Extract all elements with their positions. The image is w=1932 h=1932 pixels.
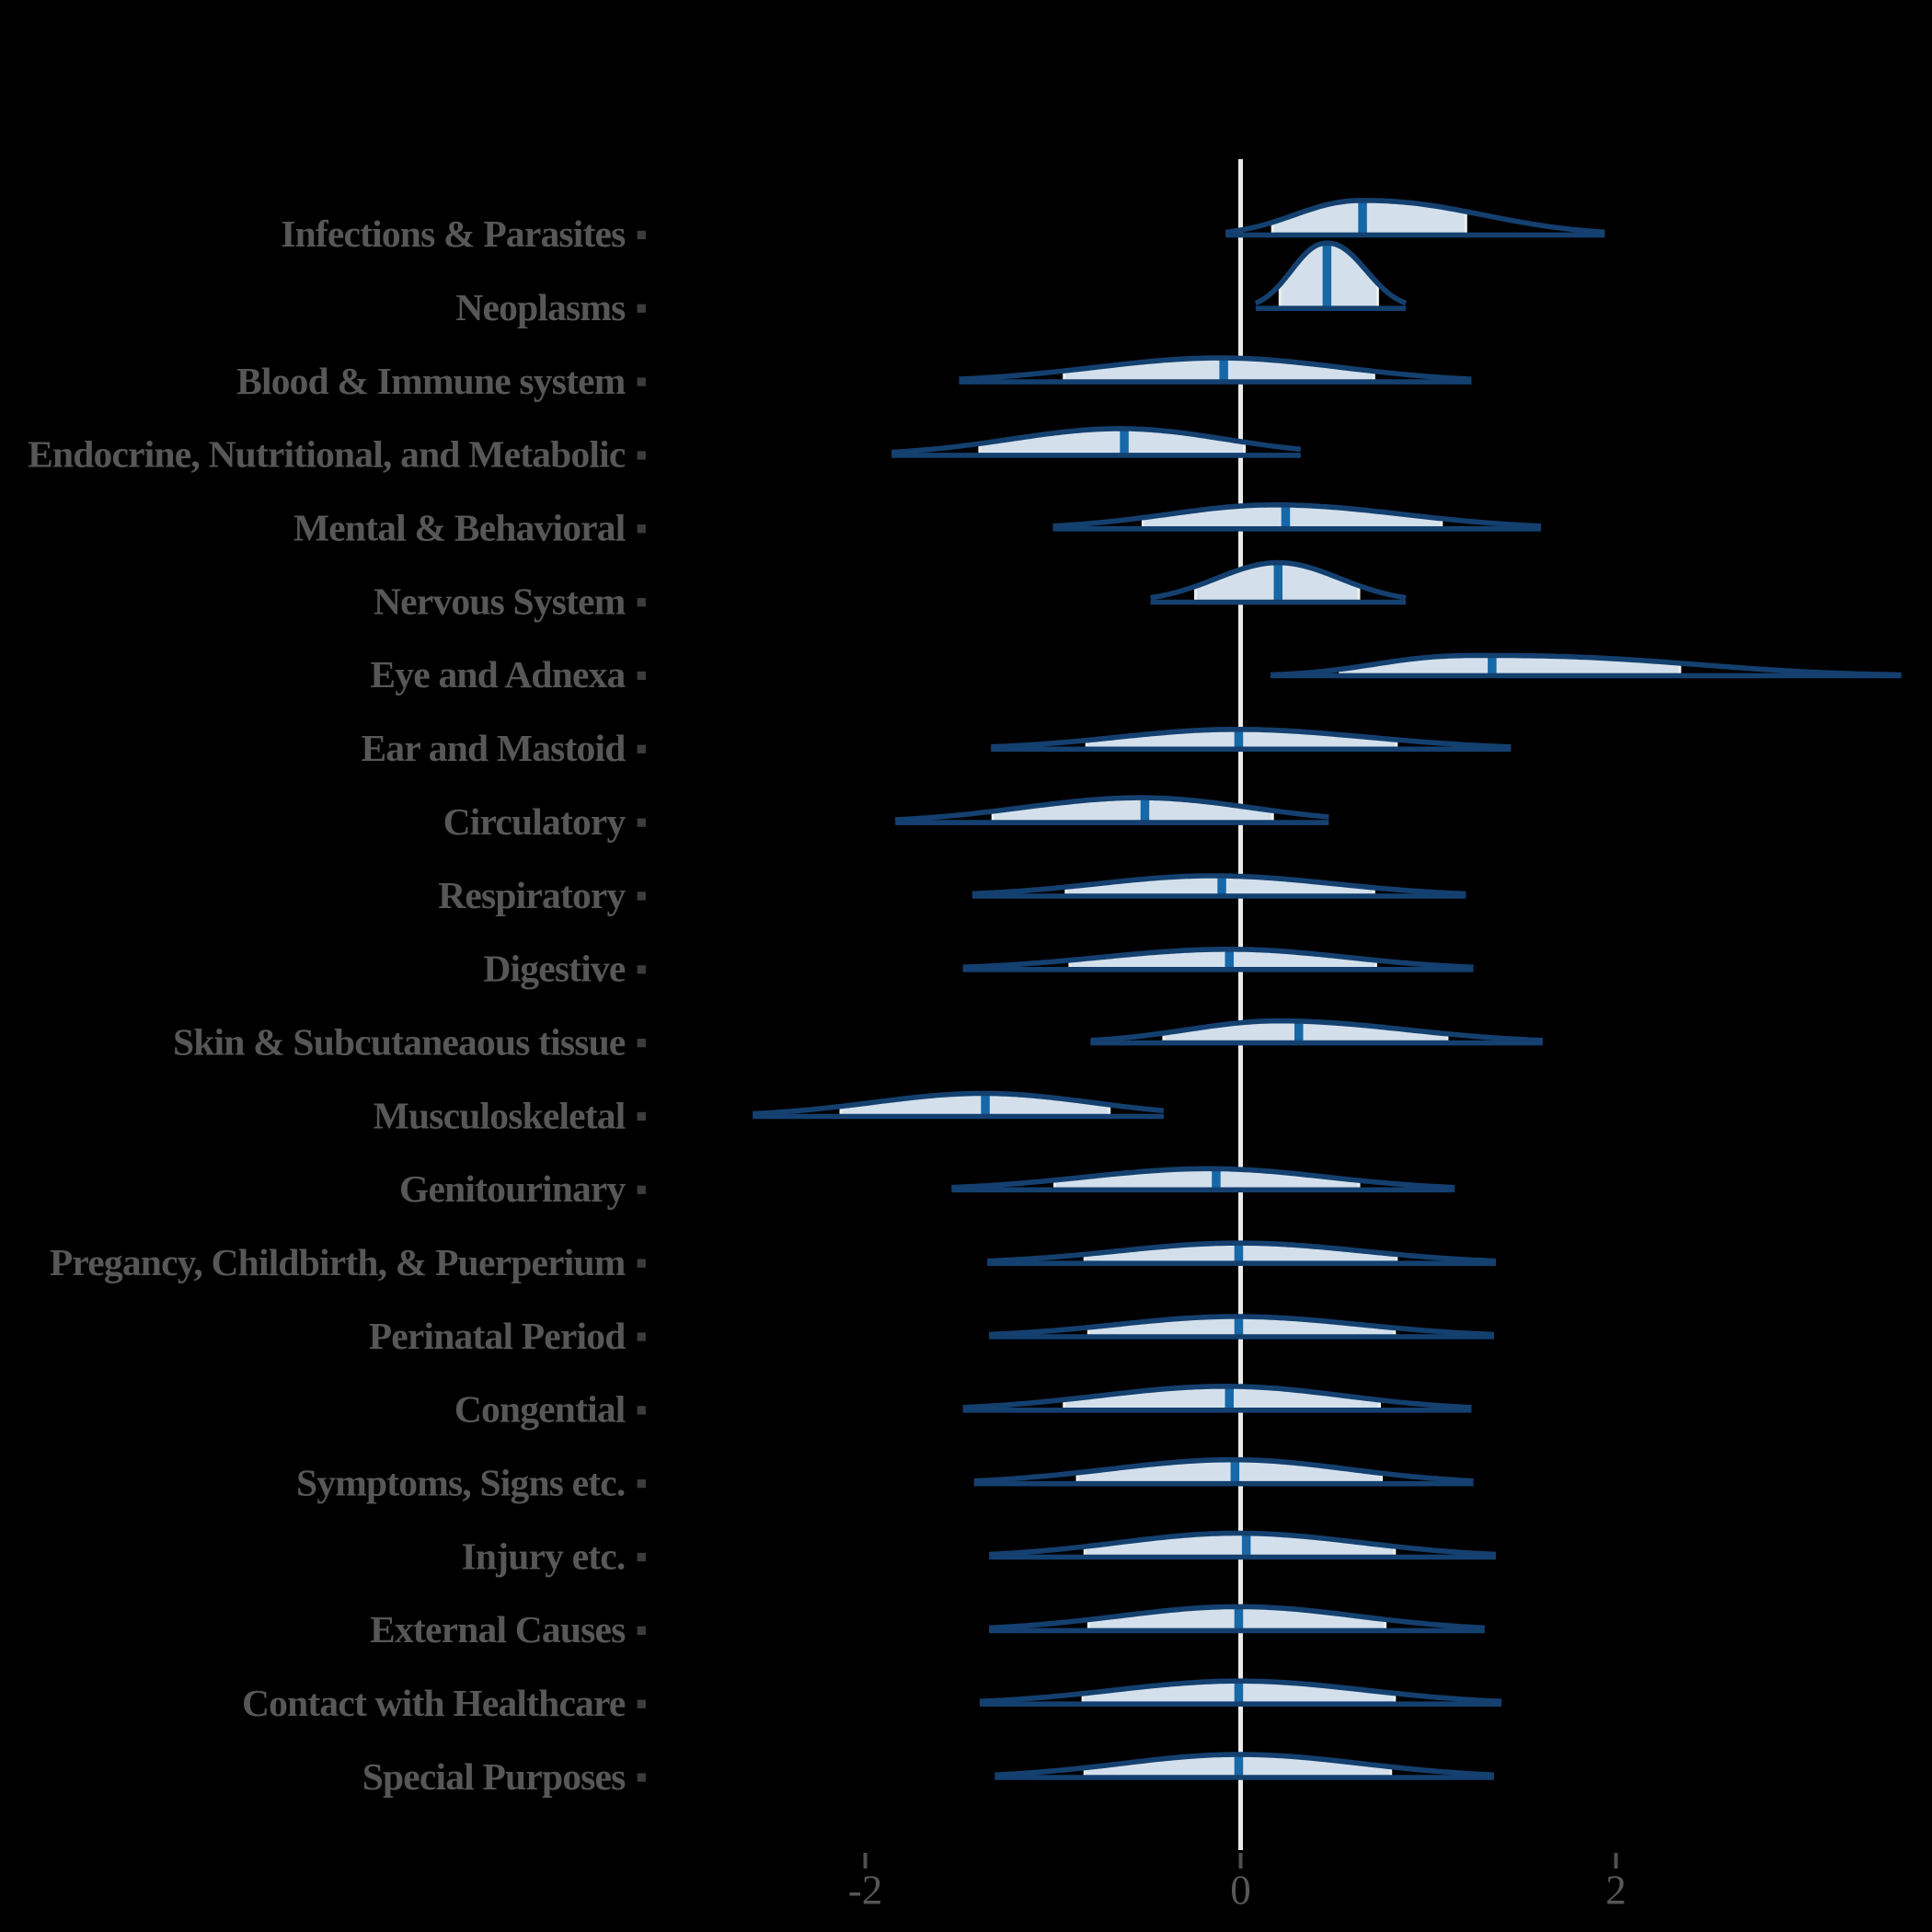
- svg-text:Skin & Subcutaneaous tissue: Skin & Subcutaneaous tissue: [173, 1020, 626, 1063]
- svg-text:Infections & Parasites: Infections & Parasites: [281, 213, 626, 255]
- svg-text:Digestive: Digestive: [483, 948, 626, 990]
- svg-text:-2: -2: [848, 1868, 883, 1914]
- svg-text:Symptoms, Signs etc.: Symptoms, Signs etc.: [296, 1462, 626, 1504]
- svg-text:Circulatory: Circulatory: [443, 800, 627, 843]
- svg-text:Perinatal Period: Perinatal Period: [369, 1315, 626, 1357]
- svg-text:Blood & Immune system: Blood & Immune system: [236, 360, 626, 402]
- svg-text:Nervous System: Nervous System: [374, 580, 626, 622]
- svg-text:Musculoskeletal: Musculoskeletal: [374, 1094, 626, 1136]
- svg-text:Special Purposes: Special Purposes: [362, 1755, 626, 1798]
- svg-text:Injury etc.: Injury etc.: [462, 1535, 626, 1577]
- svg-text:Genitourinary: Genitourinary: [399, 1167, 627, 1210]
- svg-text:0: 0: [1230, 1868, 1251, 1914]
- svg-text:Endocrine, Nutritional, and Me: Endocrine, Nutritional, and Metabolic: [28, 433, 626, 476]
- svg-text:Respiratory: Respiratory: [438, 874, 626, 916]
- svg-text:Mental & Behavioral: Mental & Behavioral: [293, 507, 626, 549]
- svg-text:Neoplasms: Neoplasms: [455, 286, 626, 328]
- svg-text:2: 2: [1605, 1868, 1627, 1914]
- svg-text:Contact with Healthcare: Contact with Healthcare: [242, 1682, 626, 1724]
- svg-text:External Causes: External Causes: [370, 1608, 626, 1650]
- svg-text:Eye and Adnexa: Eye and Adnexa: [370, 653, 626, 696]
- svg-text:Ear and Mastoid: Ear and Mastoid: [361, 727, 626, 769]
- svg-text:Congential: Congential: [454, 1388, 626, 1431]
- svg-text:Pregancy, Childbirth, & Puerpe: Pregancy, Childbirth, & Puerperium: [50, 1241, 626, 1283]
